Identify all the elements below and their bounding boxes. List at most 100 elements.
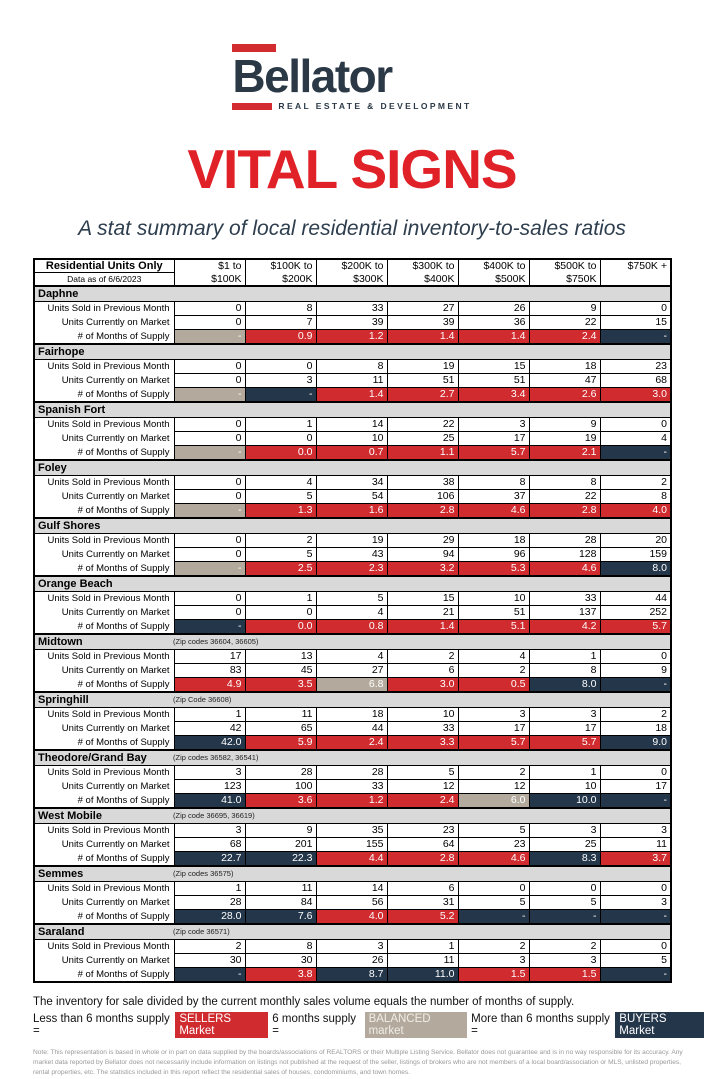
section-header: Theodore/Grand Bay (Zip codes 36582, 3654… (34, 749, 671, 766)
months-supply-cell: 42.0 (173, 735, 246, 751)
units-sold-cell: 3 (173, 765, 246, 780)
months-supply-cell: 8.0 (599, 561, 672, 577)
table-row: Units Currently on Market 83 45 27 6 2 8 9 (34, 663, 672, 678)
units-on-market-cell: 8 (528, 663, 601, 678)
months-supply-cell: 1.5 (528, 967, 601, 983)
price-range-column-header: $400K to $500K (457, 258, 530, 287)
months-supply-cell: 4.2 (528, 619, 601, 635)
months-supply-cell: 1.1 (386, 445, 459, 461)
units-on-market-cell: 28 (173, 895, 246, 910)
units-sold-cell: 0 (599, 765, 672, 780)
row-label: Units Currently on Market (34, 315, 174, 330)
row-label: # of Months of Supply (34, 909, 174, 924)
units-on-market-cell: 5 (528, 895, 601, 910)
units-on-market-cell: 3 (457, 953, 530, 968)
units-sold-cell: 10 (386, 707, 459, 722)
months-supply-cell: 0.9 (244, 329, 317, 345)
section-header-row: Theodore/Grand Bay (Zip codes 36582, 3654… (34, 749, 671, 766)
section-header: Gulf Shores (34, 517, 671, 534)
units-on-market-cell: 83 (173, 663, 246, 678)
units-on-market-cell: 18 (599, 721, 672, 736)
table-row: Units Sold in Previous Month 1 11 18 10 3 3 2 (34, 707, 672, 722)
section-zip-codes: (Zip codes 36604, 36605) (173, 637, 259, 646)
units-on-market-cell: 4 (599, 431, 672, 446)
units-sold-cell: 2 (528, 939, 601, 954)
section-header: Fairhope (34, 343, 671, 360)
units-on-market-cell: 6 (386, 663, 459, 678)
table-row: Units Sold in Previous Month 3 28 28 5 2 1 0 (34, 765, 672, 780)
months-supply-cell: 0.0 (244, 445, 317, 461)
months-supply-cell: 4.0 (315, 909, 388, 925)
row-label: # of Months of Supply (34, 793, 174, 808)
units-sold-cell: 22 (386, 417, 459, 432)
row-label: Units Sold in Previous Month (34, 475, 174, 490)
table-row: # of Months of Supply 4.9 3.5 6.8 3.0 0.5 8.0- (34, 677, 672, 693)
units-on-market-cell: 45 (244, 663, 317, 678)
units-on-market-cell: 0 (173, 489, 246, 504)
months-supply-cell: 1.4 (457, 329, 530, 345)
months-supply-cell: 5.2 (386, 909, 459, 925)
row-label: Units Sold in Previous Month (34, 939, 174, 954)
months-supply-cell: 5.7 (528, 735, 601, 751)
section-header: Semmes (Zip codes 36575) (34, 865, 671, 882)
units-sold-cell: 9 (528, 301, 601, 316)
months-supply-cell: - (599, 445, 672, 461)
units-sold-cell: 0 (173, 301, 246, 316)
units-sold-cell: 23 (599, 359, 672, 374)
row-label: # of Months of Supply (34, 329, 174, 344)
units-on-market-cell: 0 (244, 605, 317, 620)
units-on-market-cell: 106 (386, 489, 459, 504)
months-supply-cell: 8.3 (528, 851, 601, 867)
units-on-market-cell: 43 (315, 547, 388, 562)
units-sold-cell: 8 (244, 939, 317, 954)
units-sold-cell: 3 (315, 939, 388, 954)
months-supply-cell: 1.5 (457, 967, 530, 983)
row-label: Units Currently on Market (34, 953, 174, 968)
units-sold-cell: 2 (244, 533, 317, 548)
units-on-market-cell: 36 (457, 315, 530, 330)
price-range-column-header: $750K + (599, 258, 672, 287)
units-sold-cell: 18 (457, 533, 530, 548)
units-sold-cell: 15 (457, 359, 530, 374)
months-supply-cell: 0.8 (315, 619, 388, 635)
price-range-column-header: $100K to $200K (244, 258, 317, 287)
units-on-market-cell: 5 (457, 895, 530, 910)
months-supply-cell: 2.1 (528, 445, 601, 461)
units-sold-cell: 9 (528, 417, 601, 432)
section-header-row: Springhill (Zip Code 36608) (34, 691, 671, 708)
months-supply-cell: 9.0 (599, 735, 672, 751)
sellers-legend-prefix: Less than 6 months supply = (33, 1013, 170, 1037)
months-supply-cell: - (173, 329, 246, 345)
units-sold-cell: 3 (528, 823, 601, 838)
units-sold-cell: 0 (599, 417, 672, 432)
units-sold-cell: 2 (457, 765, 530, 780)
units-on-market-cell: 47 (528, 373, 601, 388)
units-sold-cell: 0 (599, 301, 672, 316)
units-on-market-cell: 44 (315, 721, 388, 736)
table-row: Units Currently on Market 28 84 56 31 5 5 3 (34, 895, 672, 910)
units-on-market-cell: 128 (528, 547, 601, 562)
table-row: # of Months of Supply -3.8 8.7 11.0 1.5 1.5- (34, 967, 672, 983)
section-name: Theodore/Grand Bay (38, 752, 147, 764)
corner-cell: Residential Units Only Data as of 6/6/20… (33, 258, 175, 287)
units-sold-cell: 4 (315, 649, 388, 664)
units-on-market-cell: 3 (599, 895, 672, 910)
months-supply-cell: 5.1 (457, 619, 530, 635)
months-supply-cell: - (599, 967, 672, 983)
units-on-market-cell: 68 (173, 837, 246, 852)
units-sold-cell: 3 (173, 823, 246, 838)
units-sold-cell: 2 (457, 939, 530, 954)
price-range-column-header: $300K to $400K (386, 258, 459, 287)
units-sold-cell: 34 (315, 475, 388, 490)
units-on-market-cell: 68 (599, 373, 672, 388)
units-on-market-cell: 0 (173, 373, 246, 388)
units-sold-cell: 1 (528, 765, 601, 780)
months-supply-cell: 4.9 (173, 677, 246, 693)
units-sold-cell: 4 (244, 475, 317, 490)
months-supply-cell: 1.2 (315, 793, 388, 809)
months-supply-cell: 22.7 (173, 851, 246, 867)
section-name: Midtown (38, 636, 83, 648)
units-sold-cell: 8 (244, 301, 317, 316)
row-label: Units Currently on Market (34, 779, 174, 794)
section-name: Gulf Shores (38, 520, 101, 532)
